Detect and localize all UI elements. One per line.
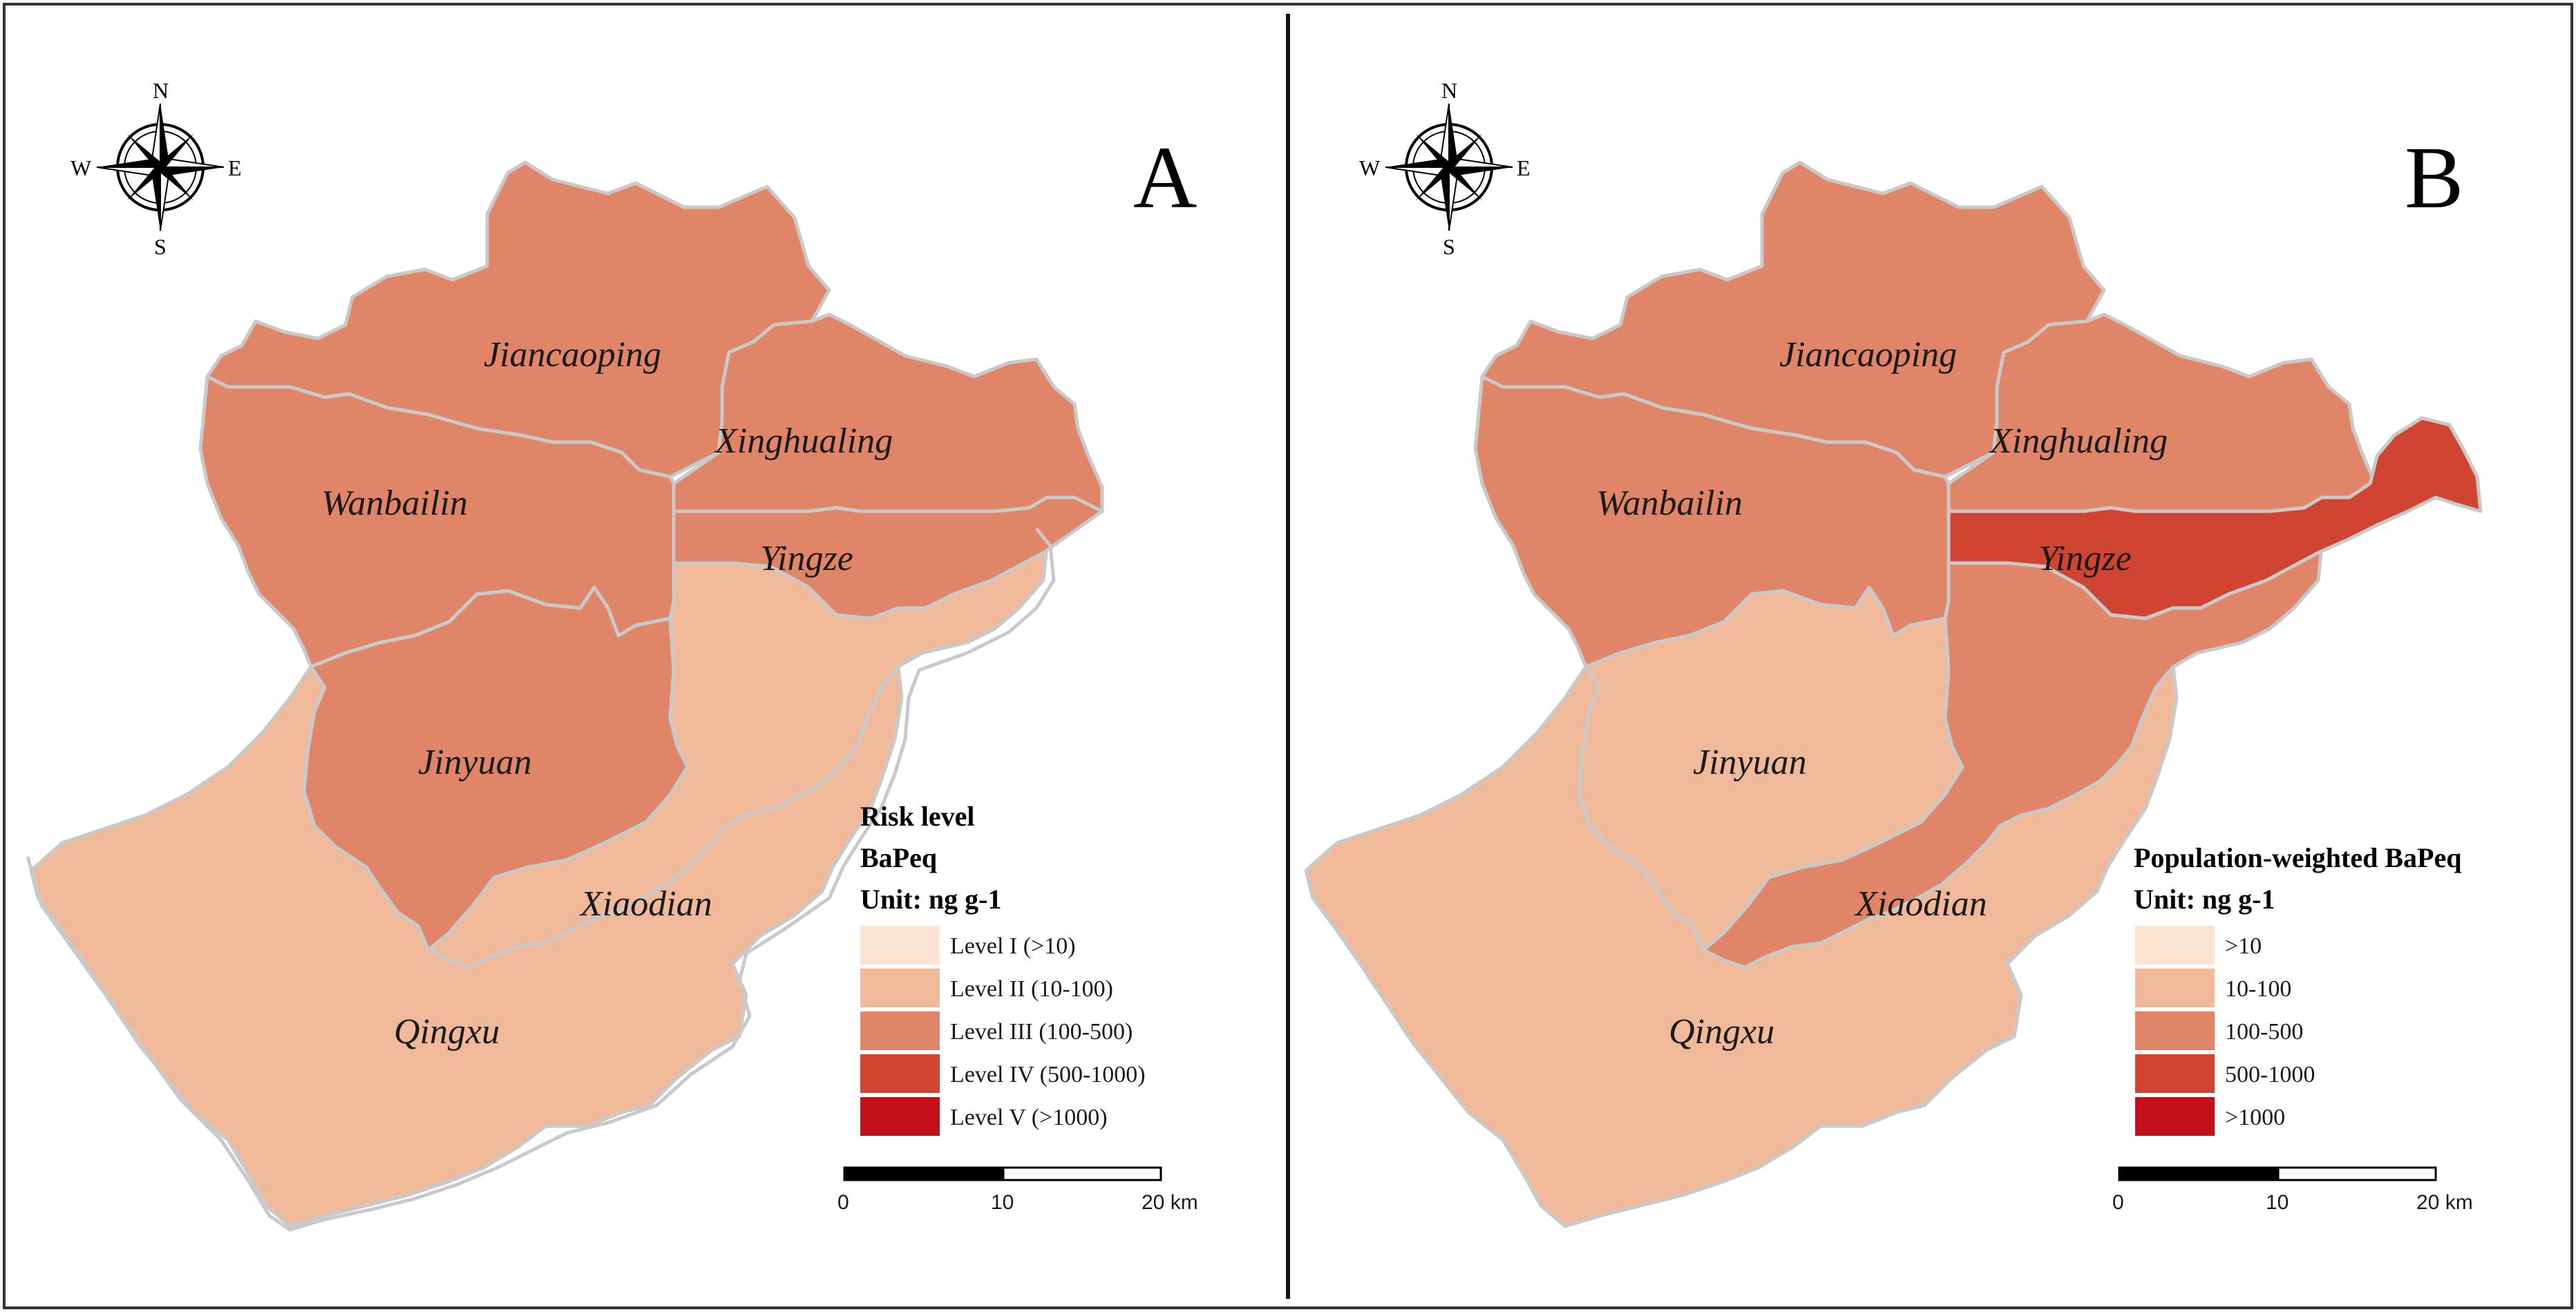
compass-s: S (154, 234, 167, 259)
label-wanbailin: Wanbailin (321, 484, 468, 523)
legend-swatch (860, 1054, 940, 1093)
label-wanbailin: Wanbailin (1596, 484, 1743, 523)
compass-n: N (1441, 78, 1457, 103)
label-xinghualing: Xinghualing (714, 421, 893, 461)
legend-swatch (860, 1097, 940, 1136)
compass-n: N (153, 78, 169, 103)
panel-b: Jiancaoping Xinghualing Wanbailin Yingze… (1306, 78, 2481, 1226)
legend-swatch (2135, 1011, 2215, 1050)
legend-swatch (860, 1011, 940, 1050)
label-qingxu: Qingxu (394, 1012, 500, 1052)
legend-title-line: BaPeq (860, 842, 937, 873)
legend-swatch (2135, 969, 2215, 1007)
compass-e: E (1517, 155, 1531, 180)
panel-letter: B (2405, 129, 2463, 227)
scale-tick-10: 10 (991, 1191, 1014, 1214)
panel-a: Jiancaoping Xinghualing Wanbailin Yingze… (26, 78, 1198, 1232)
legend-item-label: >10 (2225, 933, 2262, 959)
scale-tick-20: 20 km (2416, 1191, 2473, 1214)
figure-frame (3, 3, 2573, 1309)
compass-rose: N S E W (70, 78, 242, 259)
scale-bar-a: 0 10 20 km (837, 1166, 1198, 1214)
legend-item-label: Level II (10-100) (950, 976, 1113, 1002)
compass-s: S (1443, 234, 1455, 259)
legend-item-label: 10-100 (2225, 976, 2291, 1002)
label-jiancaoping: Jiancaoping (484, 335, 661, 374)
compass-w: W (1359, 155, 1381, 180)
map-a (26, 162, 1102, 1232)
scale-tick-0: 0 (837, 1191, 849, 1214)
legend-swatch (2135, 1097, 2215, 1136)
scale-tick-20: 20 km (1142, 1191, 1198, 1214)
legend-swatch (860, 926, 940, 964)
legend-title-line: Unit: ng g-1 (2134, 884, 2275, 915)
label-xiaodian: Xiaodian (1854, 884, 1987, 924)
legend-a: Risk level BaPeq Unit: ng g-1 Level I (>… (860, 801, 1146, 1136)
scale-tick-0: 0 (2112, 1191, 2124, 1214)
legend-item-label: 500-1000 (2225, 1062, 2315, 1087)
label-jinyuan: Jinyuan (418, 743, 532, 782)
legend-title-line: Risk level (860, 801, 975, 832)
compass-w: W (70, 155, 92, 180)
label-yingze: Yingze (2038, 539, 2132, 578)
scale-bar-b: 0 10 20 km (2112, 1166, 2473, 1214)
panel-letter: A (1133, 129, 1197, 227)
label-xiaodian: Xiaodian (579, 884, 712, 924)
legend-item-label: Level III (100-500) (950, 1019, 1133, 1045)
label-jinyuan: Jinyuan (1693, 743, 1807, 782)
legend-title-line: Population-weighted BaPeq (2134, 842, 2461, 873)
legend-item-label: Level V (>1000) (950, 1105, 1108, 1130)
label-yingze: Yingze (760, 539, 853, 578)
label-jiancaoping: Jiancaoping (1779, 335, 1957, 374)
compass-rose: N S E W (1359, 78, 1531, 259)
label-qingxu: Qingxu (1669, 1012, 1774, 1052)
label-xinghualing: Xinghualing (1989, 421, 2168, 461)
legend-title-line: Unit: ng g-1 (860, 884, 1001, 915)
legend-swatch (2135, 1054, 2215, 1093)
legend-item-label: Level I (>10) (950, 933, 1076, 959)
scale-tick-10: 10 (2266, 1191, 2289, 1214)
legend-swatch (860, 969, 940, 1007)
legend-item-label: 100-500 (2225, 1019, 2303, 1045)
compass-e: E (228, 155, 242, 180)
legend-swatch (2135, 926, 2215, 964)
legend-item-label: >1000 (2225, 1105, 2285, 1130)
legend-b: Population-weighted BaPeq Unit: ng g-1 >… (2134, 842, 2461, 1136)
legend-item-label: Level IV (500-1000) (950, 1062, 1146, 1087)
